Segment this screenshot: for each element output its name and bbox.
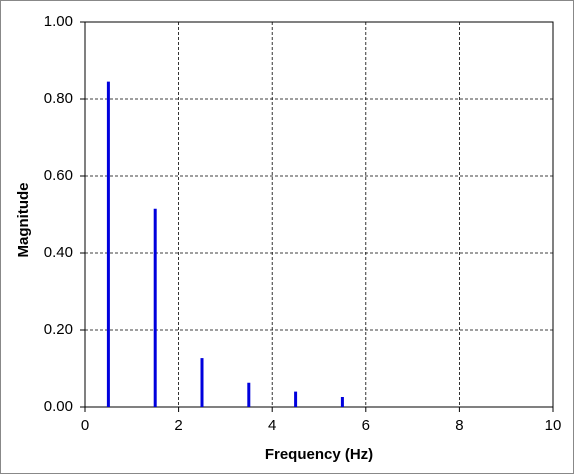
y-tick-label: 0.60: [44, 167, 73, 184]
x-tick-label: 4: [268, 417, 276, 434]
y-axis-title: Magnitude: [15, 183, 32, 258]
x-tick-label: 6: [362, 417, 370, 434]
y-tick-label: 0.80: [44, 90, 73, 107]
y-tick-label: 0.00: [44, 398, 73, 415]
x-tick-label: 0: [81, 417, 89, 434]
x-tick-label: 8: [455, 417, 463, 434]
y-tick-label: 0.40: [44, 244, 73, 261]
y-tick-label: 1.00: [44, 13, 73, 30]
plot-area-border: [84, 21, 554, 408]
x-axis-title: Frequency (Hz): [265, 446, 373, 463]
x-tick-label: 10: [545, 417, 562, 434]
y-tick-label: 0.20: [44, 321, 73, 338]
x-tick-label: 2: [174, 417, 182, 434]
